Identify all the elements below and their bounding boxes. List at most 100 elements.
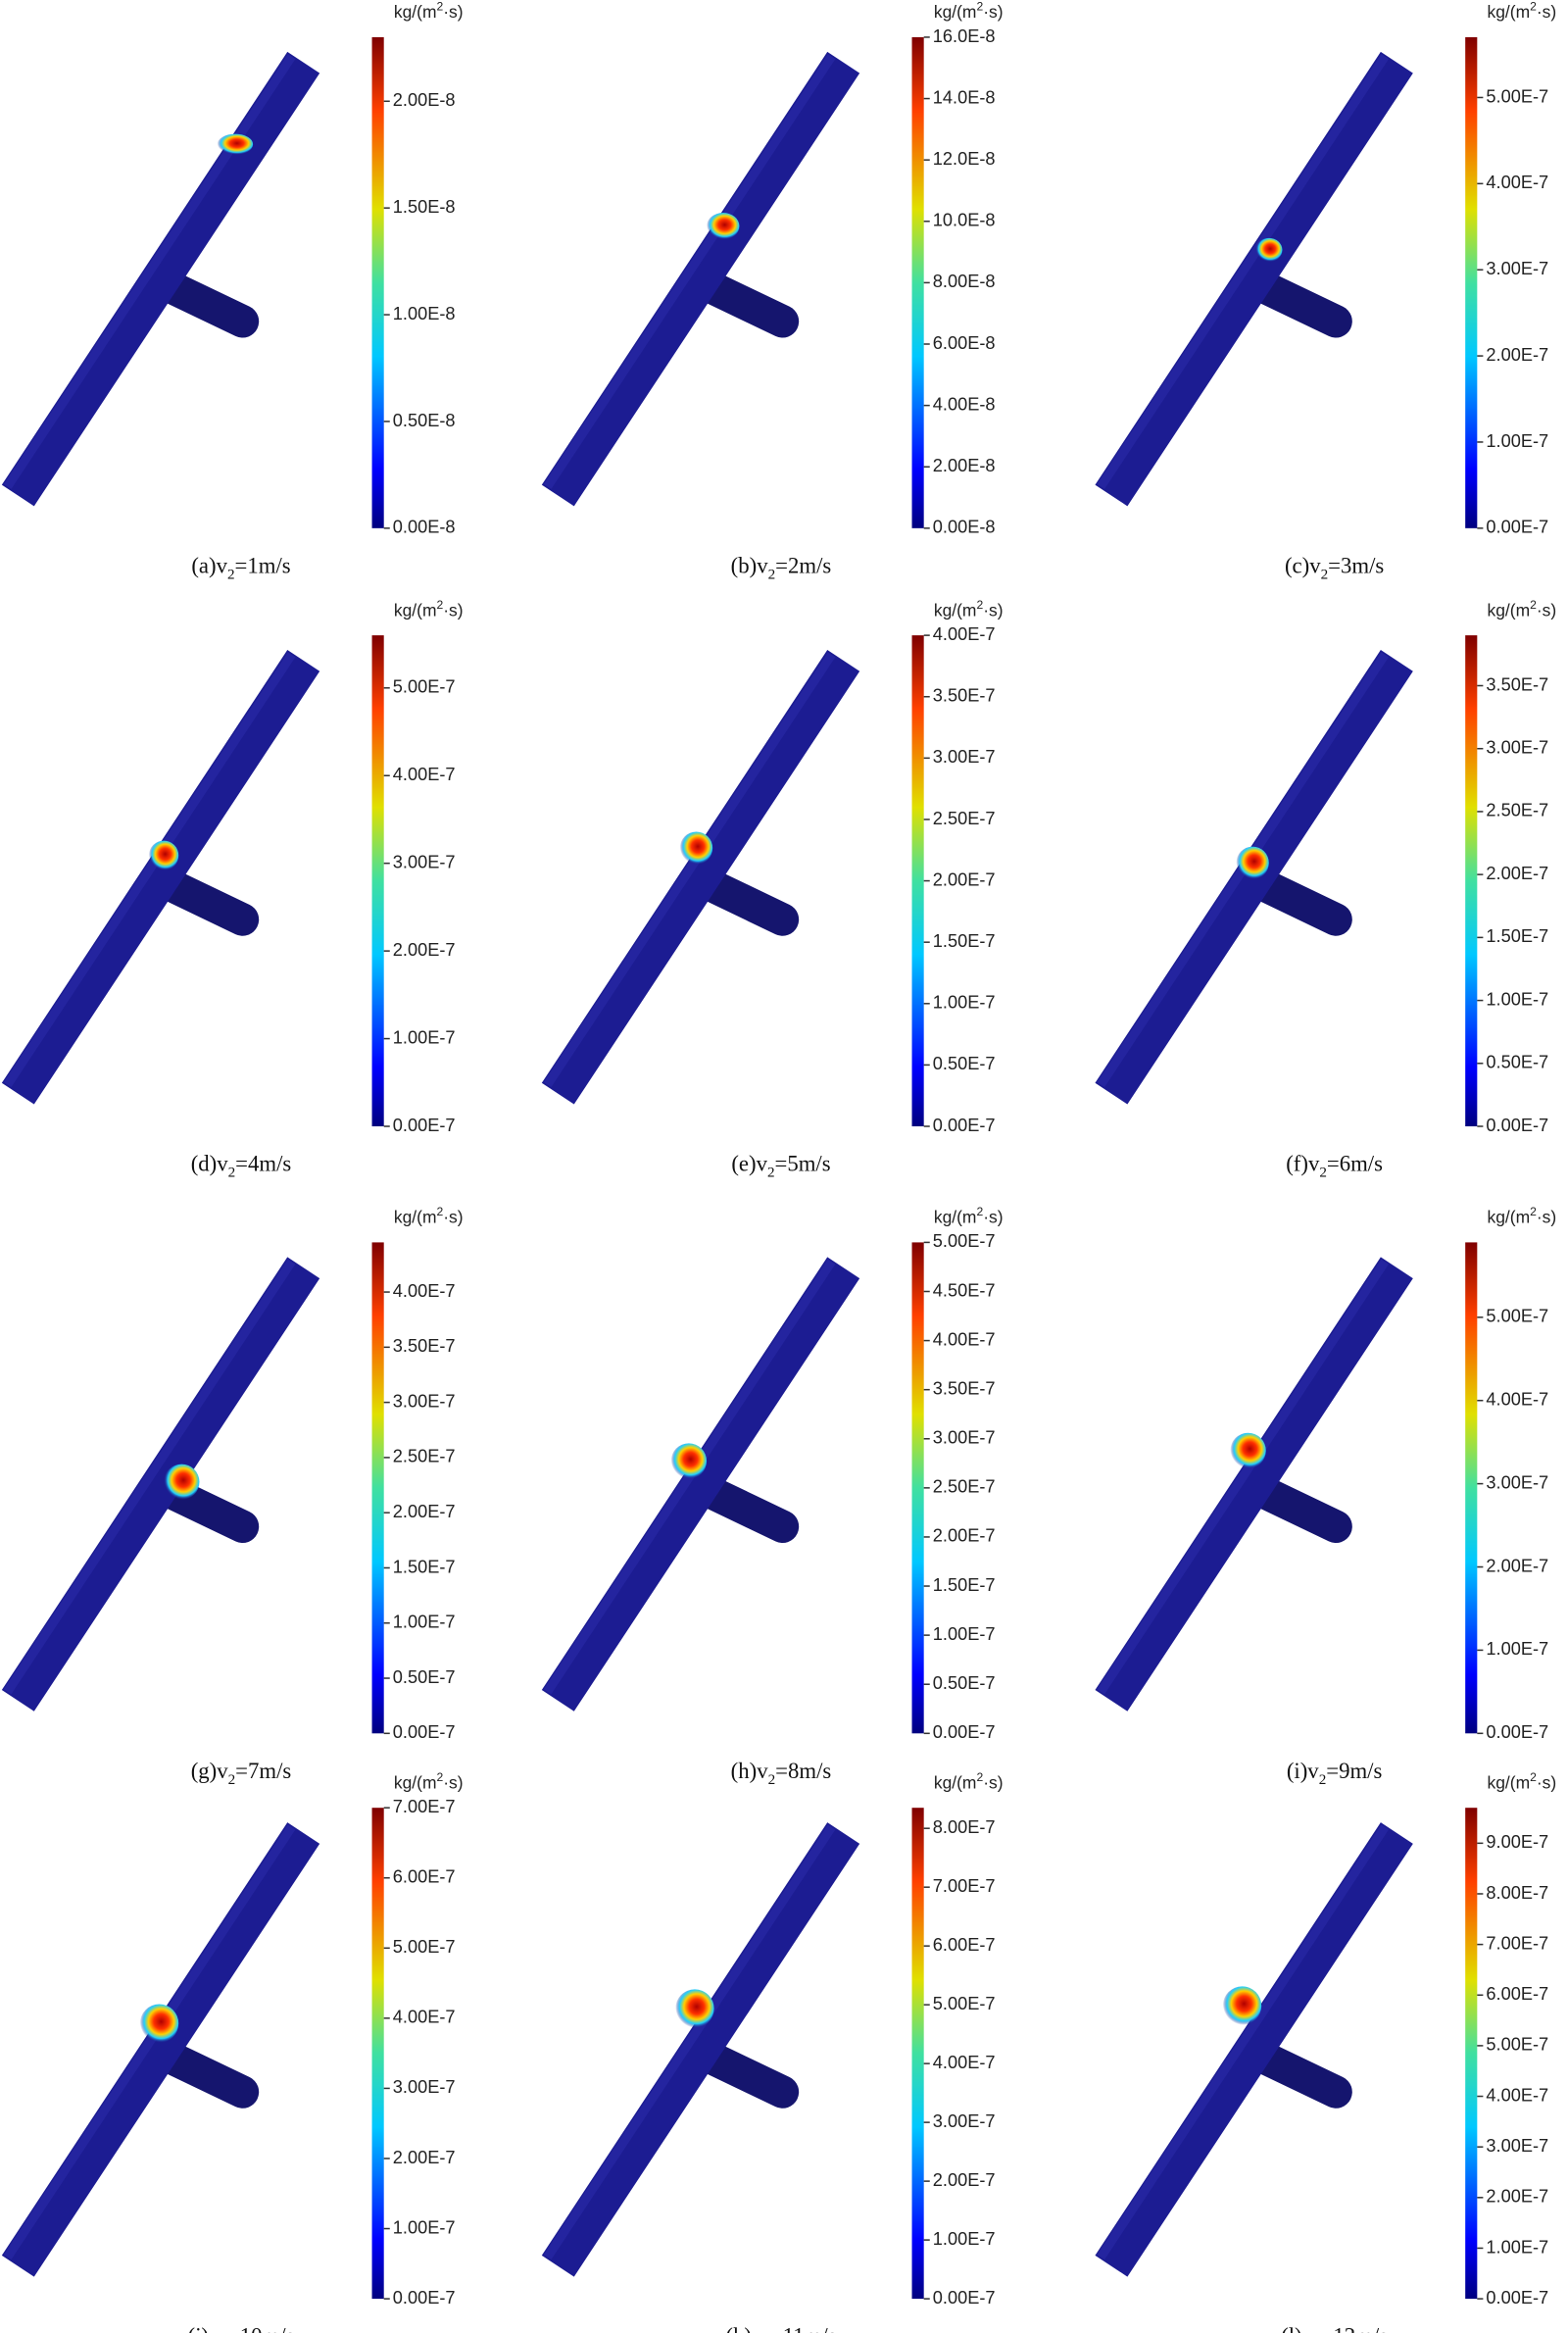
- unit-text: kg/(m: [934, 1208, 977, 1227]
- colorbar-tick-label: 1.00E-7: [393, 2217, 456, 2237]
- colorbar-tick-label: 1.50E-8: [393, 197, 456, 217]
- caption-suffix: =5m/s: [775, 1152, 831, 1176]
- colorbar-tick-label: 1.00E-7: [1486, 1639, 1548, 1659]
- branch-pipe: [694, 1475, 800, 1544]
- branch-pipe: [154, 271, 260, 338]
- colorbar-tick-label: 5.00E-7: [1486, 2035, 1548, 2055]
- unit-text: kg/(m: [1488, 1208, 1531, 1227]
- pipe-shade: [3, 1824, 296, 2260]
- unit-text: kg/(m: [394, 1208, 437, 1227]
- erosion-spot: [707, 213, 740, 240]
- colorbar-tick-label: 4.00E-7: [933, 1329, 996, 1349]
- branch-pipe: [1248, 1475, 1352, 1544]
- unit-text: kg/(m: [934, 1772, 977, 1792]
- colorbar-tick-label: 1.50E-7: [933, 931, 996, 951]
- colorbar-tick-label: 7.00E-7: [1486, 1933, 1548, 1953]
- colorbar-tick-label: 6.00E-7: [393, 1867, 456, 1887]
- main-pipe: [1, 1257, 320, 1712]
- caption-suffix: =11m/s: [770, 2324, 837, 2333]
- colorbar-tick-label: 3.00E-7: [1486, 738, 1548, 758]
- colorbar-tick-label: 1.00E-7: [1486, 989, 1548, 1009]
- main-pipe: [1, 1822, 320, 2277]
- colorbar-tick-label: 0.00E-7: [933, 1722, 996, 1742]
- colorbar: [911, 36, 924, 528]
- pipe-shade: [1097, 1824, 1390, 2260]
- pipe-shade: [543, 54, 836, 489]
- colorbar-tick-label: 6.00E-7: [1486, 1984, 1548, 2004]
- colorbar-tick-label: 2.00E-7: [933, 869, 996, 889]
- unit-end: ·s): [443, 2, 463, 22]
- erosion-spot: [148, 840, 179, 870]
- colorbar-tick-label: 1.00E-7: [933, 993, 996, 1013]
- colorbar-tick-label: 0.50E-7: [1486, 1053, 1548, 1072]
- colorbar-tick-label: 4.50E-7: [933, 1280, 996, 1300]
- pipe-shade: [3, 1259, 296, 1695]
- panel: 0.00E-7 0.50E-7 1.00E-7 1.50E-7 2.00E-7 2.50E…: [1, 1205, 464, 1788]
- colorbar-tick-label: 3.00E-7: [1486, 1472, 1548, 1492]
- colorbar-tick-label: 3.00E-7: [933, 747, 996, 767]
- colorbar-tick-label: 2.00E-7: [1486, 864, 1548, 883]
- colorbar-tick-label: 2.00E-7: [933, 1526, 996, 1546]
- caption: (h)v2=8m/s: [731, 1759, 832, 1788]
- branch-pipe: [694, 2041, 800, 2109]
- erosion-spot: [679, 831, 713, 865]
- erosion-spot: [675, 1989, 714, 2028]
- branch-pipe: [1248, 2041, 1352, 2109]
- colorbar-tick-label: 0.00E-7: [1486, 518, 1548, 537]
- colorbar-tick-label: 14.0E-8: [933, 87, 996, 107]
- main-pipe: [541, 650, 860, 1105]
- caption-suffix: =12m/s: [1321, 2324, 1389, 2333]
- colorbar-unit: kg/(m2·s): [1488, 1205, 1557, 1227]
- colorbar-tick-label: 0.00E-8: [933, 518, 996, 537]
- main-pipe: [1, 650, 320, 1105]
- colorbar-tick-label: 2.50E-7: [393, 1447, 456, 1466]
- caption-sub: 2: [227, 566, 235, 582]
- caption: (e)v2=5m/s: [731, 1152, 830, 1181]
- unit-sup: 2: [436, 1770, 443, 1784]
- colorbar: [1465, 36, 1478, 528]
- colorbar: [1465, 635, 1478, 1127]
- panel: 0.00E-7 1.00E-7 2.00E-7 3.00E-7 4.00E-7 5.00E…: [1095, 1205, 1557, 1788]
- colorbar-tick-label: 3.00E-7: [933, 2111, 996, 2131]
- unit-end: ·s): [983, 1208, 1003, 1227]
- colorbar-tick-label: 4.00E-7: [933, 624, 996, 644]
- colorbar-tick-label: 4.00E-7: [1486, 1390, 1548, 1410]
- colorbar-tick-label: 12.0E-8: [933, 149, 996, 169]
- colorbar-tick-label: 3.00E-7: [1486, 259, 1548, 278]
- colorbar-tick-label: 7.00E-7: [933, 1876, 996, 1896]
- colorbar-tick-label: 4.00E-7: [393, 765, 456, 784]
- colorbar-tick-label: 2.00E-7: [1486, 345, 1548, 365]
- caption-suffix: =1m/s: [235, 553, 291, 577]
- colorbar: [1465, 1808, 1478, 2300]
- panel: 0.00E-7 1.00E-7 2.00E-7 3.00E-7 4.00E-7 5.00E…: [1, 598, 464, 1181]
- caption-suffix: =6m/s: [1327, 1152, 1383, 1176]
- caption-sub: 2: [228, 1165, 236, 1181]
- pipe-shade: [3, 54, 296, 489]
- caption: (l)v2=12m/s: [1281, 2324, 1388, 2333]
- colorbar-tick-label: 16.0E-8: [933, 26, 996, 46]
- branch-pipe: [694, 869, 800, 936]
- caption-prefix: (f)v: [1286, 1152, 1320, 1176]
- colorbar-tick-label: 3.50E-7: [933, 1378, 996, 1398]
- panel: 0.00E-7 0.50E-7 1.00E-7 1.50E-7 2.00E-7 2.50E…: [541, 598, 1004, 1181]
- unit-sup: 2: [1530, 598, 1537, 612]
- colorbar-unit: kg/(m2·s): [394, 598, 464, 620]
- erosion-spot: [139, 2004, 179, 2044]
- colorbar-tick-label: 1.50E-7: [1486, 926, 1548, 946]
- unit-sup: 2: [976, 0, 983, 14]
- colorbar-tick-label: 0.00E-7: [933, 1116, 996, 1135]
- colorbar-tick-label: 4.00E-7: [1486, 2085, 1548, 2105]
- colorbar-tick-label: 3.00E-7: [393, 2077, 456, 2097]
- unit-sup: 2: [1530, 1205, 1537, 1218]
- unit-end: ·s): [983, 2, 1003, 22]
- unit-end: ·s): [1537, 600, 1556, 620]
- colorbar: [911, 1242, 924, 1734]
- main-pipe: [1095, 1257, 1413, 1712]
- branch-pipe: [1248, 869, 1352, 936]
- colorbar-unit: kg/(m2·s): [934, 1205, 1004, 1227]
- colorbar-tick-label: 0.50E-7: [393, 1667, 456, 1687]
- main-pipe: [541, 1822, 860, 2277]
- panel: 0.00E-7 0.50E-7 1.00E-7 1.50E-7 2.00E-7 2.50E…: [1095, 598, 1556, 1181]
- colorbar-tick-label: 10.0E-8: [933, 211, 996, 230]
- caption: (k)v2=11m/s: [725, 2324, 836, 2333]
